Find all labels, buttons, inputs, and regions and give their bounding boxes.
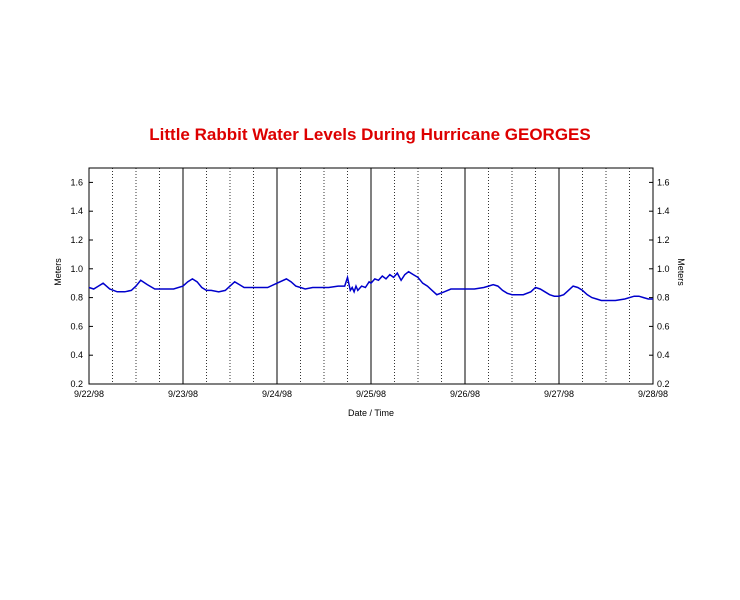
x-tick-label: 9/22/98 bbox=[74, 389, 104, 399]
y-tick-label-left: 0.8 bbox=[70, 293, 83, 303]
y-tick-label-right: 1.2 bbox=[657, 235, 670, 245]
y-tick-label-left: 1.6 bbox=[70, 177, 83, 187]
y-tick-label-right: 1.6 bbox=[657, 177, 670, 187]
y-tick-label-left: 1.0 bbox=[70, 264, 83, 274]
y-tick-label-left: 0.2 bbox=[70, 379, 83, 389]
x-tick-label: 9/24/98 bbox=[262, 389, 292, 399]
y-tick-label-left: 1.4 bbox=[70, 206, 83, 216]
x-tick-label: 9/26/98 bbox=[450, 389, 480, 399]
y-tick-label-right: 1.4 bbox=[657, 206, 670, 216]
y-tick-label-right: 0.8 bbox=[657, 293, 670, 303]
x-tick-label: 9/27/98 bbox=[544, 389, 574, 399]
y-axis-label-right: Meters bbox=[676, 258, 686, 286]
x-tick-label: 9/25/98 bbox=[356, 389, 386, 399]
water-level-line bbox=[88, 270, 653, 302]
y-tick-label-left: 1.2 bbox=[70, 235, 83, 245]
y-tick-label-right: 0.6 bbox=[657, 321, 670, 331]
plot-frame bbox=[88, 167, 654, 385]
x-tick-label: 9/23/98 bbox=[168, 389, 198, 399]
y-axis-label-left: Meters bbox=[53, 258, 63, 286]
tick-labels: 0.2 0.2 0.4 0.4 0.6 0.6 0.8 0.8 1.0 1.0 1.2 1.2 1.4 1… bbox=[70, 177, 669, 399]
axis-ticks bbox=[89, 181, 653, 385]
y-tick-label-right: 1.0 bbox=[657, 264, 670, 274]
chart-title: Little Rabbit Water Levels During Hurric… bbox=[149, 125, 591, 144]
y-tick-label-left: 0.4 bbox=[70, 350, 83, 360]
y-tick-label-right: 0.2 bbox=[657, 379, 670, 389]
x-tick-label: 9/28/98 bbox=[638, 389, 668, 399]
grid-lines bbox=[112, 168, 630, 384]
x-axis-label: Date / Time bbox=[348, 408, 394, 418]
y-tick-label-right: 0.4 bbox=[657, 350, 670, 360]
y-tick-label-left: 0.6 bbox=[70, 321, 83, 331]
